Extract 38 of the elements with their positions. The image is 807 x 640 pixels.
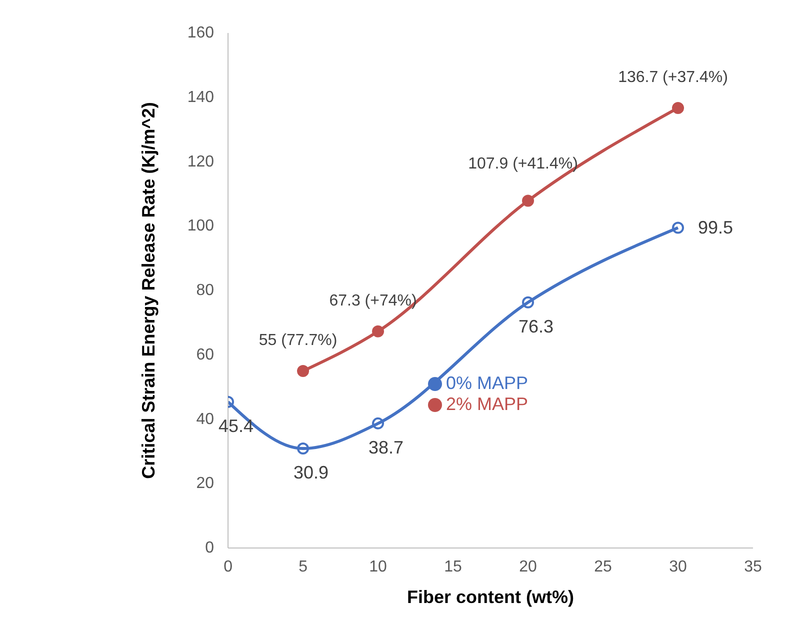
- data-label: 107.9 (+41.4%): [468, 156, 578, 173]
- x-tick-label: 15: [444, 558, 462, 576]
- x-tick-label: 25: [594, 558, 612, 576]
- x-tick-label: 20: [519, 558, 538, 576]
- legend-label: 2% MAPP: [446, 394, 528, 414]
- y-tick-label: 20: [196, 475, 214, 492]
- point: [372, 325, 384, 338]
- y-tick-label: 40: [196, 410, 214, 428]
- x-tick-label: 35: [744, 558, 762, 576]
- legend-label: 0% MAPP: [446, 373, 528, 393]
- y-tick-label: 0: [205, 540, 214, 556]
- y-tick-label: 140: [187, 88, 214, 106]
- point: [672, 222, 684, 234]
- point: [672, 102, 684, 114]
- point: [522, 194, 534, 207]
- y-tick-label: 160: [187, 24, 214, 42]
- point: [297, 442, 310, 455]
- y-tick-label: 120: [187, 153, 214, 170]
- x-tick-label: 10: [369, 558, 388, 576]
- point: [372, 417, 384, 430]
- data-label: 99.5: [698, 218, 734, 238]
- x-tick-label: 0: [224, 558, 233, 576]
- y-axis-title: Critical Strain Energy Release Rate (Kj/m^2): [138, 102, 158, 479]
- point: [297, 364, 310, 377]
- data-label: 30.9: [294, 462, 329, 483]
- x-tick-label: 30: [669, 558, 688, 576]
- data-label: 45.4: [218, 416, 254, 436]
- data-label: 136.7 (+37.4%): [618, 68, 728, 86]
- data-label: 76.3: [518, 316, 554, 336]
- y-tick-label: 100: [187, 218, 214, 235]
- point: [522, 296, 534, 308]
- data-label: 67.3 (+74%): [329, 292, 417, 310]
- x-axis-title: Fiber content (wt%): [407, 587, 574, 607]
- y-tick-label: 60: [196, 346, 214, 364]
- data-label: 55 (77.7%): [258, 332, 338, 349]
- x-tick-label: 5: [298, 558, 308, 576]
- data-label: 38.7: [368, 437, 404, 458]
- y-tick-label: 80: [196, 282, 214, 299]
